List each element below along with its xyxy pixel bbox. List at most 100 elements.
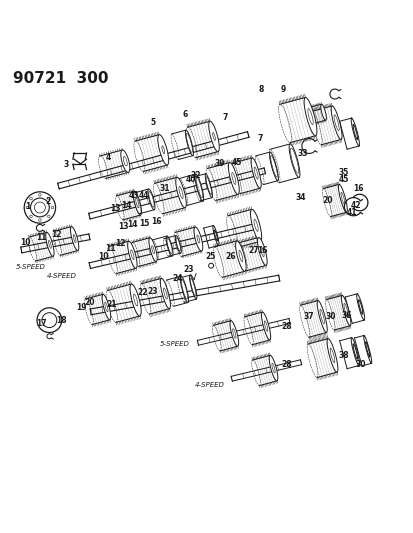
Text: 2: 2	[45, 197, 51, 206]
Ellipse shape	[257, 238, 266, 265]
Ellipse shape	[230, 321, 238, 346]
Text: 7: 7	[222, 112, 228, 122]
Text: 1: 1	[25, 202, 30, 211]
Text: 4-SPEED: 4-SPEED	[47, 272, 76, 279]
Ellipse shape	[356, 294, 364, 320]
Text: 3: 3	[63, 160, 68, 168]
Ellipse shape	[251, 158, 261, 188]
Text: 5: 5	[150, 118, 155, 126]
Text: 15: 15	[139, 219, 149, 228]
Ellipse shape	[127, 241, 137, 268]
Ellipse shape	[228, 163, 239, 195]
Text: 16: 16	[353, 184, 363, 193]
Ellipse shape	[195, 174, 203, 201]
Ellipse shape	[180, 276, 188, 303]
Ellipse shape	[269, 152, 278, 181]
Ellipse shape	[133, 191, 141, 215]
Ellipse shape	[250, 209, 261, 241]
Ellipse shape	[70, 227, 78, 251]
Ellipse shape	[121, 150, 130, 172]
Ellipse shape	[157, 135, 168, 165]
Text: 18: 18	[56, 316, 67, 325]
Text: 6: 6	[183, 110, 188, 119]
Circle shape	[51, 206, 54, 209]
Ellipse shape	[147, 189, 154, 210]
Text: 45: 45	[231, 158, 241, 167]
Text: 42: 42	[350, 201, 361, 210]
Text: 23: 23	[147, 287, 157, 296]
Text: 10: 10	[97, 252, 108, 261]
Text: 12: 12	[115, 239, 125, 248]
Text: 14: 14	[121, 201, 131, 210]
Text: 24: 24	[172, 273, 182, 282]
Text: 33: 33	[297, 149, 307, 158]
Ellipse shape	[130, 284, 141, 316]
Ellipse shape	[160, 278, 170, 309]
Text: 7: 7	[257, 134, 263, 143]
Ellipse shape	[208, 121, 219, 151]
Text: 31: 31	[159, 184, 170, 193]
Ellipse shape	[268, 356, 277, 381]
Text: 30: 30	[354, 360, 365, 369]
Ellipse shape	[102, 294, 110, 320]
Text: 12: 12	[51, 230, 62, 239]
Ellipse shape	[341, 295, 350, 326]
Ellipse shape	[316, 301, 326, 333]
Text: 13: 13	[110, 204, 120, 213]
Text: 16: 16	[257, 246, 267, 255]
Ellipse shape	[185, 130, 193, 156]
Text: 32: 32	[190, 171, 200, 180]
Circle shape	[24, 192, 55, 223]
Circle shape	[38, 219, 41, 221]
Text: 40: 40	[185, 174, 196, 183]
Ellipse shape	[166, 236, 173, 256]
Text: 28: 28	[281, 322, 291, 331]
Text: 4: 4	[106, 152, 111, 161]
Circle shape	[47, 197, 50, 200]
Text: 36: 36	[340, 311, 351, 320]
Ellipse shape	[261, 312, 270, 340]
Circle shape	[26, 206, 28, 209]
Ellipse shape	[337, 184, 347, 212]
Text: 28: 28	[281, 360, 291, 369]
Ellipse shape	[175, 236, 181, 253]
Ellipse shape	[212, 225, 218, 246]
Circle shape	[30, 215, 32, 217]
Text: 38: 38	[338, 351, 349, 360]
Text: 44: 44	[139, 191, 149, 200]
Ellipse shape	[330, 106, 341, 140]
Text: 37: 37	[303, 312, 314, 321]
Text: 8: 8	[258, 85, 263, 94]
Ellipse shape	[205, 174, 212, 198]
Text: 11: 11	[104, 244, 115, 253]
Ellipse shape	[176, 177, 186, 208]
Text: 27: 27	[247, 246, 258, 255]
Text: 35: 35	[338, 168, 348, 177]
Text: 16: 16	[151, 217, 161, 227]
Ellipse shape	[149, 238, 157, 262]
Text: 13: 13	[118, 222, 128, 231]
Text: 4-SPEED: 4-SPEED	[195, 382, 225, 388]
Circle shape	[30, 197, 32, 200]
Text: 41: 41	[346, 208, 357, 217]
Text: 14: 14	[127, 220, 138, 229]
Ellipse shape	[304, 98, 316, 136]
Text: 90721  300: 90721 300	[13, 70, 108, 85]
Ellipse shape	[320, 104, 325, 120]
Ellipse shape	[288, 144, 299, 177]
Text: 5-SPEED: 5-SPEED	[15, 264, 45, 270]
Text: 25: 25	[204, 252, 215, 261]
Text: 5-SPEED: 5-SPEED	[159, 341, 189, 346]
Ellipse shape	[235, 241, 245, 271]
Text: 22: 22	[138, 288, 148, 296]
Text: 20: 20	[84, 298, 95, 308]
Text: 26: 26	[225, 252, 235, 261]
Text: 23: 23	[183, 265, 193, 274]
Text: 34: 34	[295, 193, 306, 201]
Ellipse shape	[350, 337, 358, 366]
Text: 19: 19	[76, 303, 86, 312]
Circle shape	[37, 308, 62, 333]
Text: 39: 39	[214, 159, 225, 168]
Ellipse shape	[363, 335, 371, 364]
Ellipse shape	[350, 118, 358, 146]
